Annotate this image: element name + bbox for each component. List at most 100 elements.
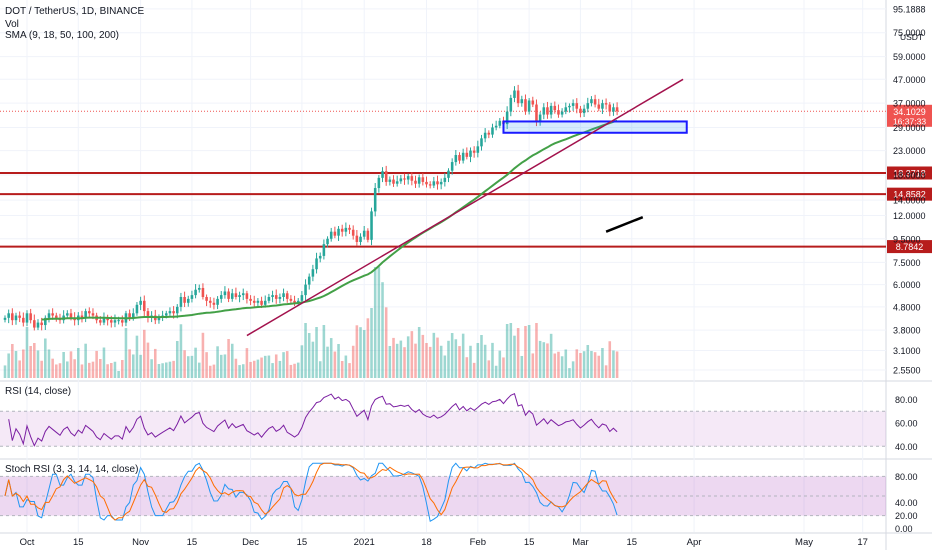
volume-bar	[384, 307, 388, 378]
volume-bar	[575, 349, 579, 378]
drawing-tools[interactable]	[246, 78, 688, 337]
candle-body	[205, 296, 208, 301]
candle-body	[531, 100, 535, 105]
volume-bar	[40, 360, 43, 378]
candle-body	[128, 313, 131, 318]
volume-bar	[62, 352, 65, 378]
volume-bar	[520, 355, 524, 378]
level-price-label: 8.7842	[896, 242, 924, 252]
stoch-axis-label: 20.00	[895, 511, 918, 521]
volume-bar	[527, 325, 531, 378]
volume-bar	[95, 350, 98, 378]
price-tick-label: 75.0000	[893, 28, 926, 38]
volume-bar	[260, 357, 263, 378]
candle-body	[256, 300, 260, 303]
candle-body	[208, 300, 212, 303]
volume-bar	[403, 347, 406, 378]
stoch-axis-label: 80.00	[895, 472, 918, 482]
volume-bar	[505, 324, 509, 378]
candle-body	[362, 230, 366, 237]
candle-body	[282, 293, 285, 297]
volume-bar	[381, 282, 384, 378]
price-tick-label: 3.1000	[893, 346, 921, 356]
volume-bar	[161, 363, 164, 378]
axes: 95.1888 75.0000 59.0000 47.0000 37.0000 29.00…	[20, 4, 926, 548]
volume-bar	[458, 346, 461, 378]
candle-body	[106, 317, 109, 321]
candle-body	[329, 231, 333, 239]
candle-body	[142, 300, 146, 312]
candle-body	[480, 138, 483, 147]
volume-bar	[293, 363, 296, 378]
demand-zone-box	[502, 120, 688, 134]
price-tick-label: 6.0000	[893, 280, 921, 290]
volume-bar	[256, 359, 260, 378]
volume-bar	[296, 362, 300, 378]
price-tick-label: 2.5500	[893, 365, 921, 375]
volume-bar	[395, 343, 399, 378]
candle-body	[44, 317, 47, 326]
volume-bar	[110, 363, 113, 378]
volume-bar	[502, 357, 505, 378]
volume-bar	[33, 343, 36, 378]
stoch-axis-label: 40.00	[895, 498, 918, 508]
candle-body	[3, 317, 7, 320]
candle-body	[223, 291, 227, 296]
volume-bar	[329, 338, 333, 378]
volume-bar	[201, 332, 205, 378]
candle-body	[498, 120, 502, 126]
volume-bar	[267, 355, 271, 378]
candle-body	[121, 320, 124, 323]
sma-legend[interactable]: SMA (9, 18, 50, 100, 200)	[5, 30, 119, 41]
candle-body	[472, 150, 476, 153]
candle-body	[399, 178, 403, 182]
candle-body	[370, 211, 373, 240]
candle-body	[216, 298, 219, 305]
candle-body	[439, 181, 443, 185]
level-price-tag	[887, 240, 932, 254]
candle-body	[410, 176, 414, 181]
candle-body	[447, 170, 450, 178]
volume-bar	[271, 363, 274, 378]
volume-bar	[351, 345, 355, 378]
stoch-title[interactable]: Stoch RSI (3, 3, 14, 14, close)	[5, 464, 139, 475]
candle-body	[168, 311, 172, 314]
volume-bar	[102, 347, 106, 378]
volume-bar	[417, 327, 421, 378]
price-tick-label: 18.0000	[893, 171, 926, 181]
symbol-legend[interactable]: DOT / TetherUS, 1D, BINANCE	[5, 6, 145, 17]
candle-body	[381, 171, 384, 178]
price-tick-label: 37.0000	[893, 99, 926, 109]
volume-bar	[465, 357, 469, 378]
volume-bar	[241, 364, 245, 378]
candle-body	[183, 296, 186, 303]
candle-body	[69, 313, 73, 318]
volume-bar	[586, 345, 590, 378]
volume-bar	[142, 329, 146, 378]
candle-body	[113, 320, 117, 323]
volume-bar	[571, 361, 575, 378]
time-tick-label: Mar	[572, 537, 588, 548]
volume-bar	[612, 350, 615, 378]
drawn-line-segment	[605, 215, 644, 233]
candle-body	[117, 320, 120, 322]
price-tick-label: 59.0000	[893, 52, 926, 62]
time-tick-label: Oct	[20, 537, 35, 548]
rsi-title[interactable]: RSI (14, close)	[5, 386, 72, 397]
volume-legend[interactable]: Vol	[5, 19, 19, 30]
candle-body	[252, 300, 256, 303]
sma-line	[41, 119, 618, 321]
candle-body	[450, 162, 454, 171]
volume-bar	[88, 362, 91, 378]
volume-bar	[560, 356, 564, 378]
candle-body	[355, 235, 359, 242]
time-tick-label: 18	[421, 537, 432, 548]
candle-body	[80, 315, 84, 318]
volume-bar	[377, 266, 381, 378]
time-tick-label: May	[795, 537, 813, 548]
candle-body	[36, 322, 40, 328]
candle-body	[421, 177, 425, 182]
